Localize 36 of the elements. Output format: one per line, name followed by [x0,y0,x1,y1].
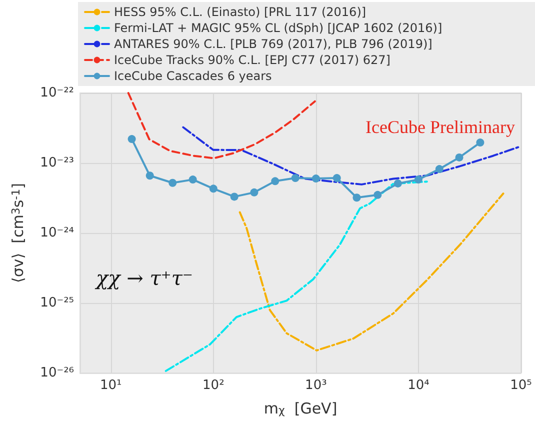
x-tick-label: 10⁴ [408,378,430,393]
legend-label: HESS 95% C.L. (Einasto) [PRL 117 (2016)] [114,5,366,19]
point [374,190,382,199]
legend-label: IceCube Cascades 6 years [114,69,272,83]
legend-label: IceCube Tracks 90% C.L. [EPJ C77 (2017) 627] [114,53,390,67]
annotation: χχ → τ⁺τ⁻ [94,266,193,290]
point [435,165,444,174]
point [414,176,422,184]
point [271,177,280,186]
point [332,174,341,182]
point [476,138,484,147]
point [168,178,177,187]
point [394,179,402,188]
y-axis-title: ⟨σv⟩ [cm3s-1] [8,183,27,283]
x-tick-label: 10² [202,378,224,393]
y-tick-label: 10⁻²⁵ [40,296,74,310]
point [209,184,218,193]
legend-label: ANTARES 90% C.L. [PLB 769 (2017), PLB 796 (2019)] [114,37,432,51]
y-tick-label: 10⁻²⁶ [40,366,74,380]
point [352,194,361,202]
point [312,174,320,183]
point [291,174,300,182]
annotation: IceCube Preliminary [366,117,516,137]
legend-label: Fermi-LAT + MAGIC 95% CL (dSph) [JCAP 1602 (2016)] [114,21,442,35]
x-tick-label: 10⁵ [510,378,532,393]
x-axis-title: mχ [GeV] [264,400,338,418]
y-tick-label: 10⁻²⁴ [40,226,74,240]
y-tick-label: 10⁻²³ [40,156,74,170]
point [230,192,238,201]
point [455,153,464,162]
point [188,176,197,184]
point [128,135,136,144]
x-tick-label: 10¹ [100,378,122,393]
point [250,188,258,196]
x-tick-label: 10³ [305,378,327,393]
y-tick-label: 10⁻²² [40,86,74,100]
